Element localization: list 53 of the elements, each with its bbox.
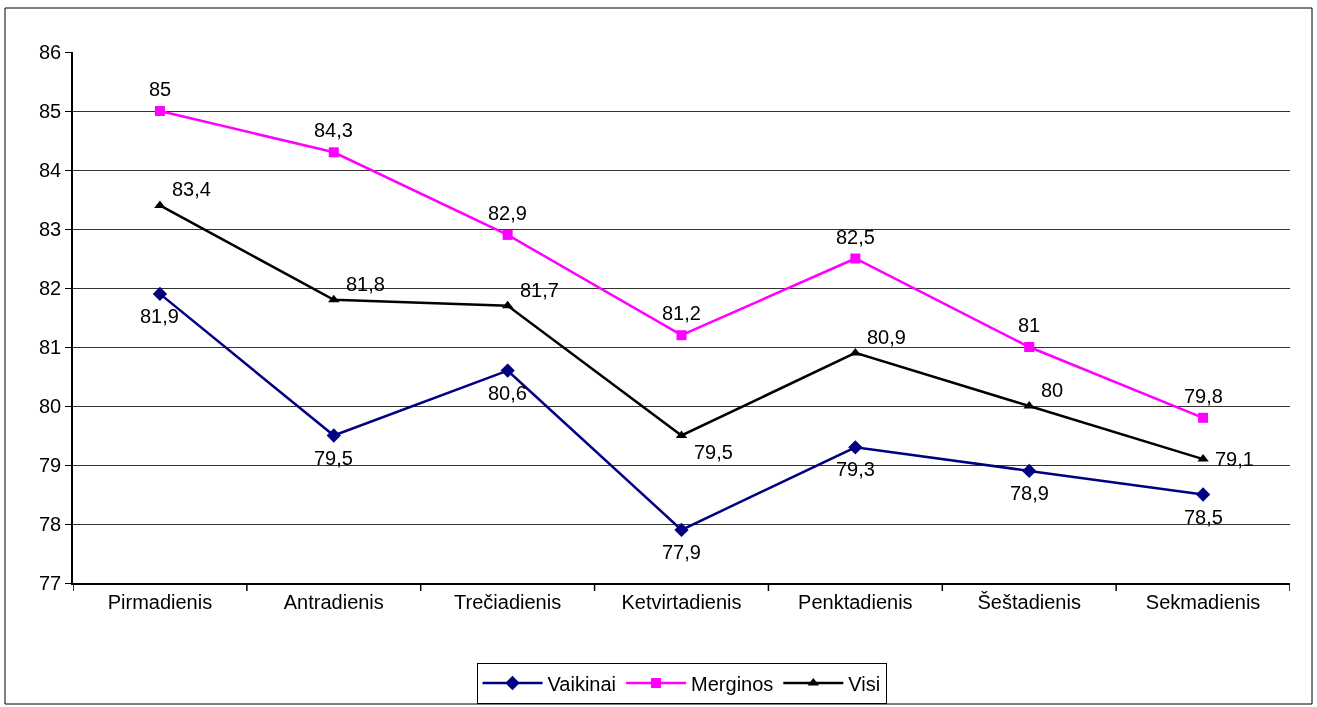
y-tick-label: 78 (39, 513, 62, 535)
x-tick-label: Penktadienis (798, 590, 913, 613)
data-label: 81,9 (140, 305, 179, 327)
y-tick-label: 82 (39, 277, 62, 299)
data-label: 80 (1041, 379, 1064, 401)
data-label: 79,8 (1184, 385, 1223, 407)
point (154, 106, 165, 116)
point (1024, 342, 1035, 352)
y-tick-label: 83 (39, 218, 62, 240)
y-tick-label: 81 (39, 336, 62, 358)
data-label: 77,9 (662, 541, 701, 563)
data-label: 81 (1018, 314, 1041, 336)
legend-label: Merginos (691, 672, 774, 695)
x-tick-label: Ketvirtadienis (621, 590, 742, 613)
x-tick-label: Antradienis (283, 590, 384, 613)
x-tick-label: Šeštadienis (977, 590, 1081, 613)
point (328, 147, 339, 158)
point (1022, 463, 1037, 479)
y-tick-label: 80 (39, 395, 62, 417)
y-tick-label: 85 (39, 100, 62, 122)
data-label: 85 (149, 78, 172, 100)
x-tick-label: Sekmadienis (1145, 590, 1261, 613)
data-label: 78,9 (1010, 482, 1049, 504)
data-label: 82,5 (836, 226, 875, 248)
data-label: 82,9 (488, 202, 527, 224)
data-label: 83,4 (172, 178, 211, 200)
point (674, 522, 689, 538)
point (850, 253, 861, 264)
point (502, 229, 513, 240)
data-label: 79,1 (1215, 448, 1254, 470)
data-label: 79,5 (314, 447, 353, 469)
point (1195, 487, 1211, 502)
legend-label: Vaikinai (547, 672, 617, 695)
point (676, 330, 687, 341)
y-tick-label: 77 (39, 572, 62, 594)
y-tick-label: 84 (39, 159, 62, 181)
point (1198, 412, 1209, 423)
y-tick-label: 79 (39, 454, 62, 476)
data-label: 84,3 (314, 119, 353, 141)
point (848, 440, 863, 455)
data-label: 80,9 (867, 326, 906, 348)
y-tick-label: 86 (39, 41, 62, 63)
point (328, 294, 340, 303)
legend-label: Visi (848, 672, 881, 695)
point (152, 286, 168, 302)
x-tick-label: Trečiadienis (454, 590, 562, 613)
point (500, 363, 515, 378)
point (326, 428, 341, 443)
data-label: 78,5 (1184, 506, 1223, 528)
x-tick-label: Pirmadienis (107, 590, 213, 613)
data-label: 81,2 (662, 302, 701, 324)
data-label: 79,5 (694, 441, 733, 463)
data-label: 80,6 (488, 382, 527, 404)
